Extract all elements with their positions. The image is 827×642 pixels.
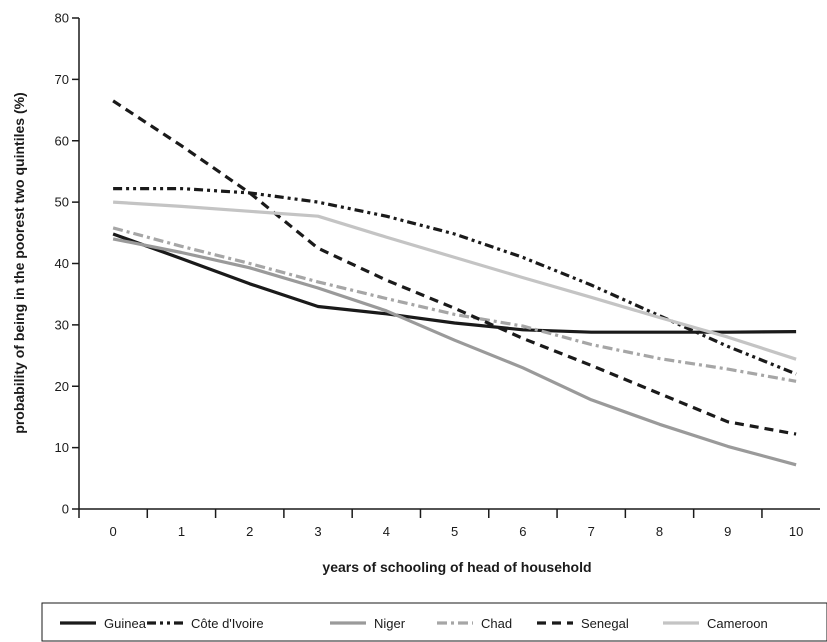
- legend-label-cameroon: Cameroon: [707, 616, 768, 631]
- x-tick-label: 4: [383, 524, 390, 539]
- legend-label-guinea: Guinea: [104, 616, 147, 631]
- x-tick-label: 7: [588, 524, 595, 539]
- y-tick-label: 20: [55, 379, 69, 394]
- legend-label-niger: Niger: [374, 616, 406, 631]
- x-tick-label: 10: [789, 524, 803, 539]
- series-line-senegal: [112, 99, 797, 436]
- series-line-guinea: [112, 232, 797, 334]
- legend-label-chad: Chad: [481, 616, 512, 631]
- legend: Guinea Côte d'Ivoire Niger Chad Senegal Camer…: [41, 602, 827, 642]
- series-line-c-te-d-ivoire: [113, 187, 797, 376]
- y-tick-label: 50: [55, 195, 69, 210]
- y-tick-label: 10: [55, 440, 69, 455]
- y-tick-label: 70: [55, 72, 69, 87]
- series-line-cameroon: [112, 200, 797, 361]
- x-tick-label: 5: [451, 524, 458, 539]
- x-tick-label: 9: [724, 524, 731, 539]
- legend-label-senegal: Senegal: [581, 616, 629, 631]
- y-axis-title: probability of being in the poorest two …: [11, 92, 27, 433]
- x-tick-label: 0: [110, 524, 117, 539]
- x-tick-label: 6: [519, 524, 526, 539]
- x-tick-label: 2: [246, 524, 253, 539]
- y-tick-label: 60: [55, 133, 69, 148]
- x-axis-title: years of schooling of head of household: [322, 559, 591, 575]
- x-tick-label: 3: [314, 524, 321, 539]
- series-layer: [112, 99, 797, 467]
- y-tick-label: 0: [62, 502, 69, 517]
- legend-label-c-te-d-ivoire: Côte d'Ivoire: [191, 616, 264, 631]
- series-line-chad: [112, 226, 797, 383]
- y-tick-label: 80: [55, 11, 69, 26]
- x-tick-label: 1: [178, 524, 185, 539]
- y-tick-label: 30: [55, 317, 69, 332]
- y-tick-label: 40: [55, 256, 69, 271]
- x-axis: 0 1 2 3 4 5 6 7 8 9 10: [78, 508, 820, 539]
- series-line-niger: [112, 237, 797, 467]
- y-axis: 0 10 20 30 40 50 60 70 80: [55, 11, 80, 517]
- x-tick-label: 8: [656, 524, 663, 539]
